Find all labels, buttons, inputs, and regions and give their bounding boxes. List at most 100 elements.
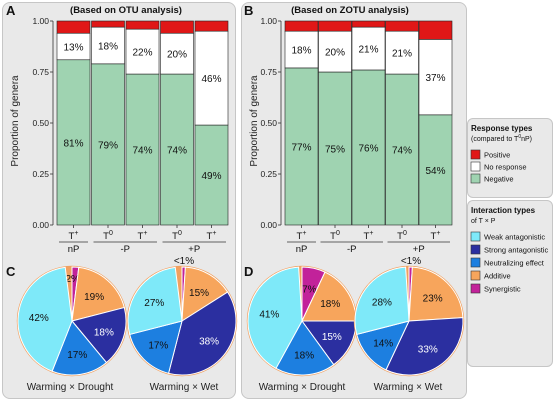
bar-segment-positive <box>418 20 453 40</box>
bar-segment-positive <box>351 20 386 28</box>
pie-label-synergistic: <1% <box>401 256 421 267</box>
pie-slice-weak <box>354 266 410 336</box>
x-group-label: +P <box>413 244 425 255</box>
bar-segment-negative <box>284 67 319 226</box>
bar-label-no-response: 21% <box>358 45 378 56</box>
response-legend-title: Response types <box>471 124 533 133</box>
pie-label-neutralizing: 17% <box>148 341 168 352</box>
panel-b-x-labels: T+ T0 T+ T0 T+ nP -P +P <box>287 225 450 255</box>
legend-label-synergistic: Synergistic <box>484 285 521 294</box>
bar-segment-no_response <box>318 30 352 73</box>
y-tick-label: 0.00 <box>260 220 277 230</box>
legend-swatch-synergistic <box>470 283 481 294</box>
pie-label-synergistic: <1% <box>174 256 194 267</box>
x-tick-label: T+ <box>297 230 307 242</box>
y-tick-label: 0.50 <box>260 118 277 128</box>
bar-segment-negative <box>385 73 419 226</box>
x-tick-label: T0 <box>103 230 113 242</box>
legend-swatch-strong <box>470 244 481 255</box>
bar-label-negative: 81% <box>63 138 83 149</box>
panel-b-y-ticks: 0.00 0.25 0.50 0.75 1.00 <box>260 16 282 230</box>
bar-label-no-response: 22% <box>132 48 152 59</box>
panel-c-pie-charts: C 2% 19% 18% 17% 42% <1% 15% 38% 17% 27% Warming… <box>6 256 238 393</box>
x-group-label: -P <box>121 244 131 255</box>
x-tick-label: T+ <box>138 230 148 242</box>
x-tick-label: T0 <box>330 230 340 242</box>
pie-label-weak: 42% <box>29 313 49 324</box>
legend-label-additive: Additive <box>484 272 511 281</box>
panel-c-pie-wet: <1% 15% 38% 17% 27% <box>126 256 238 377</box>
bar-segment-no_response <box>385 30 419 75</box>
bar-segment-negative <box>160 73 194 226</box>
legend-swatch-no_response <box>470 161 481 172</box>
panel-b-bars: 77% 18% 75% 20% 76% 21% 74% 21% 54% 37% <box>284 20 453 226</box>
pie-label-strong: 38% <box>199 337 219 348</box>
legend-label-positive: Positive <box>484 151 510 160</box>
bar-label-no-response: 18% <box>98 41 118 52</box>
bar-segment-no_response <box>284 30 319 69</box>
pie-slice-strong <box>71 306 127 364</box>
bar-segment-negative <box>318 71 352 226</box>
legend-label-no_response: No response <box>484 163 527 172</box>
x-tick-label: T0 <box>397 230 407 242</box>
bar-label-no-response: 21% <box>392 49 412 60</box>
bar-segment-positive <box>91 20 125 28</box>
panel-c-caption-drought: Warming × Drought <box>27 382 114 393</box>
panel-d-pie-drought: 7%18%15%18%41% <box>246 265 358 377</box>
pie-slice-strong <box>167 291 237 376</box>
bar-segment-no_response <box>125 28 160 75</box>
pie-slice-additive <box>408 266 464 322</box>
bar-segment-no_response <box>194 30 229 126</box>
response-legend: Response types (compared to T0nP) Positi… <box>470 124 533 184</box>
x-tick-label: T+ <box>431 230 441 242</box>
bar-segment-positive <box>385 20 419 32</box>
bar-label-no-response: 13% <box>63 43 83 54</box>
bar-segment-negative <box>56 59 91 226</box>
interaction-legend-subtitle: of T × P <box>471 218 496 225</box>
bar-segment-positive <box>56 20 91 34</box>
y-tick-label: 1.00 <box>260 16 277 26</box>
bar-label-no-response: 37% <box>425 73 445 84</box>
bar-label-negative: 76% <box>358 143 378 154</box>
bar-label-no-response: 46% <box>201 74 221 85</box>
x-tick-label: T+ <box>364 230 374 242</box>
pie-slice-additive <box>181 266 229 322</box>
panel-a-y-axis-label: Proportion of genera <box>10 75 21 167</box>
bar-segment-positive <box>160 20 194 34</box>
panel-b-letter: B <box>244 3 253 18</box>
panel-a-letter: A <box>6 3 16 18</box>
pie-label-synergistic: 2% <box>65 274 80 285</box>
bar-label-no-response: 18% <box>291 46 311 57</box>
bar-label-negative: 74% <box>167 146 187 157</box>
interaction-legend-title: Interaction types <box>471 206 536 215</box>
y-tick-label: 0.25 <box>32 169 49 179</box>
interaction-legend-items: Weak antagonistic Strong antagonistic Neut… <box>470 231 548 294</box>
y-tick-label: 0.25 <box>260 169 277 179</box>
x-tick-label: T+ <box>207 230 217 242</box>
bar-segment-positive <box>284 20 319 32</box>
pie-label-weak: 28% <box>372 297 392 308</box>
pie-label-synergistic: 7% <box>302 284 317 295</box>
bar-label-negative: 77% <box>291 142 311 153</box>
x-group-label: -P <box>347 244 357 255</box>
pie-label-additive: 23% <box>423 293 443 304</box>
panel-c-caption-wet: Warming × Wet <box>150 382 219 393</box>
bar-label-negative: 74% <box>132 146 152 157</box>
response-legend-subtitle: (compared to T0nP) <box>471 134 532 143</box>
bar-segment-no_response <box>56 32 91 61</box>
legend-label-weak: Weak antagonistic <box>484 233 545 242</box>
bar-segment-no_response <box>351 26 386 71</box>
pie-label-weak: 27% <box>144 298 164 309</box>
panel-a-title: (Based on OTU analysis) <box>70 5 182 16</box>
bar-segment-negative <box>351 69 386 226</box>
x-group-label: nP <box>68 244 80 255</box>
panel-a-y-ticks: 0.00 0.25 0.50 0.75 1.00 <box>32 16 54 230</box>
response-legend-items: Positive No response Negative <box>470 149 527 184</box>
bar-segment-positive <box>125 20 160 30</box>
y-tick-label: 1.00 <box>32 16 49 26</box>
legend-swatch-negative <box>470 173 481 184</box>
pie-slice-weak <box>247 266 303 370</box>
panel-b-y-axis-label: Proportion of genera <box>249 75 260 167</box>
interaction-legend-box <box>467 200 553 367</box>
bar-label-no-response: 20% <box>325 48 345 59</box>
